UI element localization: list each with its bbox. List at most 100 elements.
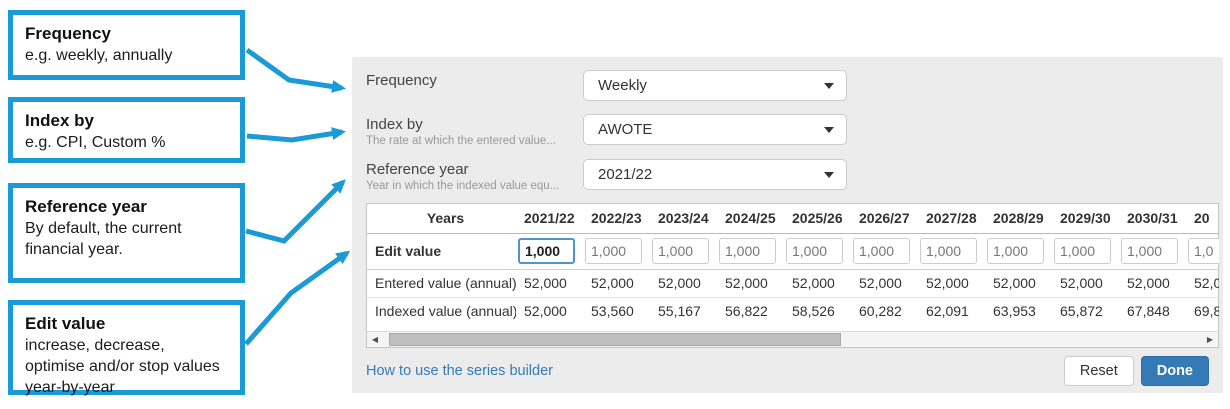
year-column-header: 2028/29 <box>985 204 1052 234</box>
arrow-reference-year <box>245 179 346 244</box>
table-header-row: Years 2021/22 2022/23 2023/24 2024/25 2025/26… <box>367 204 1219 234</box>
edit-value-cell <box>1186 233 1219 270</box>
indexed-value-cell: 52,000 <box>524 303 567 320</box>
entered-value-cell: 52,000 <box>1119 269 1186 298</box>
edit-value-row: Edit value <box>367 233 1219 270</box>
reference-year-helper: Year in which the indexed value equ... <box>366 180 560 192</box>
reference-year-dropdown[interactable]: 2021/22 <box>583 159 847 190</box>
entered-value-row: Entered value (annual) 52,000 52,000 52,000… <box>367 269 1219 298</box>
scroll-right-button[interactable]: ▶ <box>1206 335 1214 344</box>
callout-frequency-body: e.g. weekly, annually <box>25 47 173 64</box>
index-by-label: Index by <box>366 116 423 133</box>
edit-value-input[interactable] <box>719 238 776 264</box>
edit-value-input[interactable] <box>786 238 843 264</box>
entered-value-cell: 52,000 <box>717 269 784 298</box>
index-by-dropdown[interactable]: AWOTE <box>583 114 847 145</box>
callout-index-by-body: e.g. CPI, Custom % <box>25 134 166 151</box>
entered-value-cell: 52,000 <box>516 269 583 298</box>
indexed-value-cell: 55,167 <box>658 303 701 320</box>
callout-edit-value-title: Edit value <box>25 314 106 333</box>
index-by-helper: The rate at which the entered value... <box>366 135 556 147</box>
panel-footer: How to use the series builder Reset Done <box>366 356 1219 386</box>
callout-edit-value: Edit value increase, decrease, optimise … <box>8 300 245 396</box>
caret-down-icon <box>824 126 834 133</box>
year-column-header: 2024/25 <box>717 204 784 234</box>
indexed-value-cell: 53,560 <box>591 303 634 320</box>
callout-reference-year: Reference year By default, the current f… <box>8 183 245 283</box>
edit-value-input[interactable] <box>853 238 910 264</box>
row-label-indexed-value: Indexed value (annual) <box>375 303 516 320</box>
year-column-header: 2030/31 <box>1119 204 1186 234</box>
callout-reference-year-title: Reference year <box>25 197 147 216</box>
edit-value-input[interactable] <box>585 238 642 264</box>
entered-value-cell-partial: 52,0 <box>1186 269 1219 298</box>
callout-reference-year-body: By default, the current financial year. <box>25 220 182 258</box>
edit-value-cell <box>784 233 851 270</box>
year-column-header: 2022/23 <box>583 204 650 234</box>
field-frequency: Frequency Weekly <box>366 70 1219 101</box>
edit-value-cell <box>851 233 918 270</box>
reference-year-label: Reference year <box>366 161 469 178</box>
entered-value-cell: 52,000 <box>784 269 851 298</box>
index-by-dropdown-value: AWOTE <box>598 121 653 138</box>
edit-value-cell <box>1052 233 1119 270</box>
arrow-index-by <box>246 127 346 143</box>
series-builder-help-link[interactable]: How to use the series builder <box>366 363 553 379</box>
entered-value-cell: 52,000 <box>985 269 1052 298</box>
edit-value-cell <box>918 233 985 270</box>
row-label-edit-value: Edit value <box>367 233 516 270</box>
year-column-header-partial: 20 <box>1186 204 1219 234</box>
row-label-entered-value: Entered value (annual) <box>367 269 516 298</box>
year-column-header: 2026/27 <box>851 204 918 234</box>
edit-value-input[interactable] <box>1188 238 1219 264</box>
indexed-value-cell: 58,526 <box>792 303 835 320</box>
field-index-by: Index by The rate at which the entered v… <box>366 114 1219 148</box>
entered-value-cell: 52,000 <box>583 269 650 298</box>
entered-value-cell: 52,000 <box>918 269 985 298</box>
callout-frequency-title: Frequency <box>25 24 111 43</box>
series-builder-panel: Frequency Weekly Index by The rate at wh… <box>352 57 1223 393</box>
year-column-header: 2029/30 <box>1052 204 1119 234</box>
indexed-value-cell: 62,091 <box>926 303 969 320</box>
frequency-label: Frequency <box>366 72 437 89</box>
callout-index-by-title: Index by <box>25 111 94 130</box>
indexed-value-cell-partial: 69,8 <box>1194 303 1219 320</box>
edit-value-input[interactable] <box>1054 238 1111 264</box>
done-button[interactable]: Done <box>1140 356 1209 386</box>
caret-down-icon <box>824 171 834 178</box>
edit-value-input[interactable] <box>987 238 1044 264</box>
indexed-value-row: Indexed value (annual) 52,000 53,560 55,167… <box>367 297 1219 325</box>
edit-value-input[interactable] <box>652 238 709 264</box>
frequency-dropdown[interactable]: Weekly <box>583 70 847 101</box>
edit-value-cell <box>717 233 784 270</box>
horizontal-scrollbar[interactable]: ◀ ▶ <box>367 331 1218 347</box>
indexed-value-cell: 63,953 <box>993 303 1036 320</box>
callout-index-by: Index by e.g. CPI, Custom % <box>8 97 245 163</box>
frequency-dropdown-value: Weekly <box>598 77 647 94</box>
callout-frequency: Frequency e.g. weekly, annually <box>8 10 245 80</box>
arrow-frequency <box>245 47 346 93</box>
edit-value-input[interactable] <box>920 238 977 264</box>
callout-edit-value-body: increase, decrease, optimise and/or stop… <box>25 337 220 396</box>
indexed-value-cell: 60,282 <box>859 303 902 320</box>
edit-value-cell <box>1119 233 1186 270</box>
indexed-value-cell: 56,822 <box>725 303 768 320</box>
edit-value-input[interactable] <box>1121 238 1178 264</box>
indexed-value-cell: 65,872 <box>1060 303 1103 320</box>
reset-button[interactable]: Reset <box>1063 356 1134 386</box>
edit-value-cell <box>583 233 650 270</box>
series-table: Years 2021/22 2022/23 2023/24 2024/25 2025/26… <box>367 204 1219 325</box>
year-column-header: 2021/22 <box>516 204 583 234</box>
scroll-left-button[interactable]: ◀ <box>371 335 379 344</box>
edit-value-input[interactable] <box>518 238 575 264</box>
field-reference-year: Reference year Year in which the indexed… <box>366 159 1219 193</box>
arrow-edit-value <box>244 250 351 346</box>
scrollbar-thumb[interactable] <box>389 333 841 346</box>
entered-value-cell: 52,000 <box>851 269 918 298</box>
edit-value-cell <box>985 233 1052 270</box>
caret-down-icon <box>824 82 834 89</box>
entered-value-cell: 52,000 <box>650 269 717 298</box>
series-table-container: Years 2021/22 2022/23 2023/24 2024/25 2025/26… <box>366 203 1219 348</box>
indexed-value-cell: 67,848 <box>1127 303 1170 320</box>
